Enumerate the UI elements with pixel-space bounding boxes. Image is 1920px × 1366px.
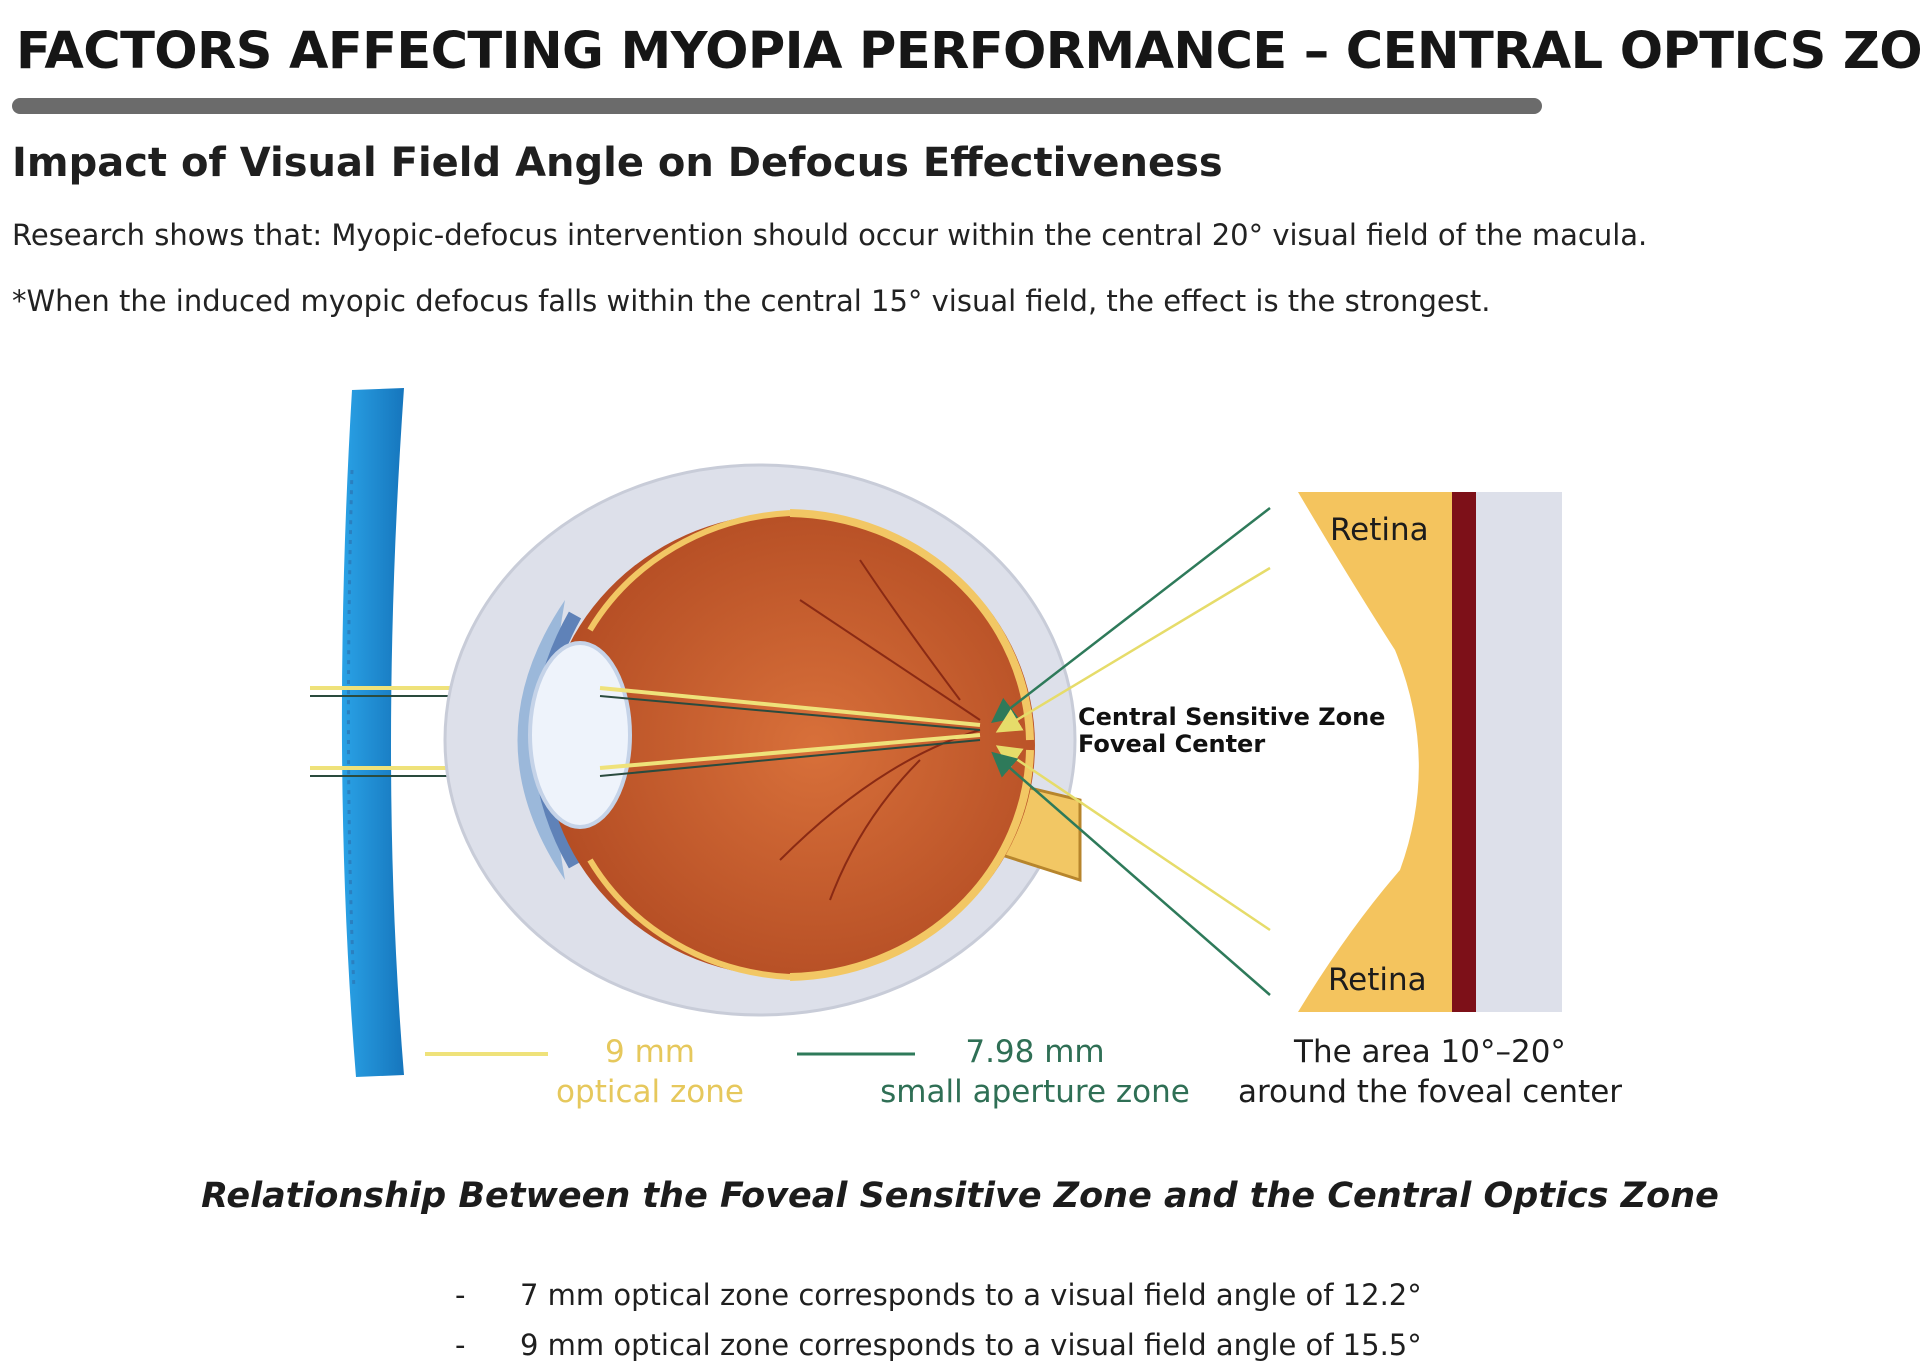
legend-optical-zone: 9 mm optical zone: [556, 1034, 744, 1110]
relationship-heading: Relationship Between the Foveal Sensitiv…: [201, 1176, 1719, 1216]
list-item-text: 7 mm optical zone corresponds to a visua…: [520, 1278, 1422, 1312]
retina-label-top: Retina: [1330, 512, 1429, 548]
bullet-dash: -: [455, 1328, 466, 1362]
research-note: *When the induced myopic defocus falls w…: [12, 284, 1491, 318]
retina-label-bottom: Retina: [1328, 962, 1427, 998]
legend-small-aperture-zone: 7.98 mm small aperture zone: [880, 1034, 1190, 1110]
field-angle-arrows: [991, 507, 1271, 996]
title-underline: [12, 98, 1542, 114]
list-item-text: 9 mm optical zone corresponds to a visua…: [520, 1328, 1422, 1362]
bullet-dash: -: [455, 1278, 466, 1312]
section-subtitle: Impact of Visual Field Angle on Defocus …: [12, 140, 1223, 186]
page-title: FACTORS AFFECTING MYOPIA PERFORMANCE – C…: [16, 22, 1920, 81]
legend-foveal-area: The area 10°–20° around the foveal cente…: [1237, 1034, 1623, 1110]
retina-enlargement: [1298, 492, 1562, 1012]
central-sensitive-zone-label: Central Sensitive Zone Foveal Center: [1078, 703, 1386, 758]
contact-lens: [341, 388, 404, 1077]
converging-rays: [599, 686, 981, 777]
list-item: - 9 mm optical zone corresponds to a visu…: [455, 1328, 1422, 1362]
eyeball: [443, 463, 1082, 1017]
list-item: - 7 mm optical zone corresponds to a visu…: [455, 1278, 1422, 1312]
research-statement: Research shows that: Myopic-defocus inte…: [12, 218, 1648, 252]
